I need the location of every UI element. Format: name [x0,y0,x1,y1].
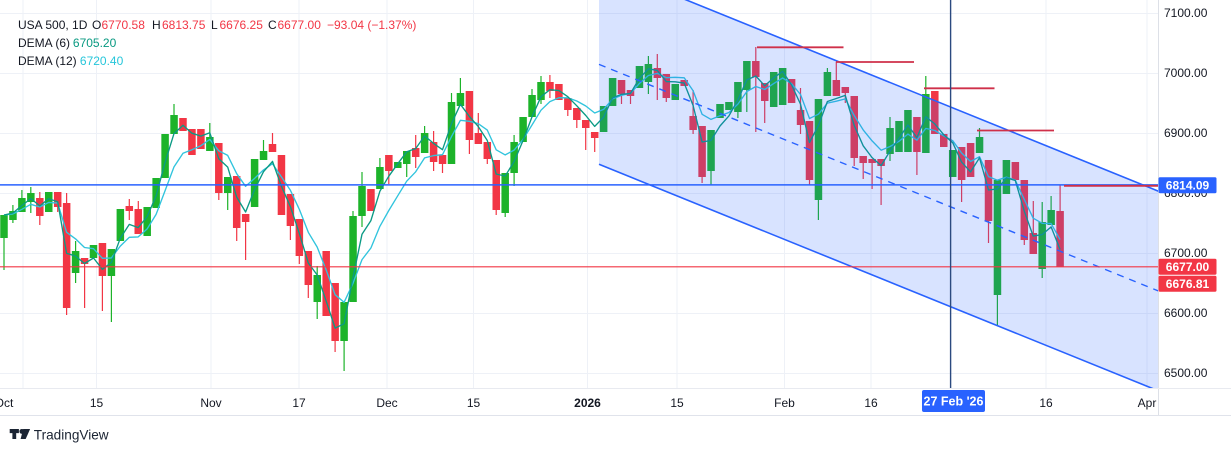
svg-text:6600.00: 6600.00 [1164,306,1208,320]
svg-text:DEMA (12): DEMA (12) [18,54,77,68]
svg-text:DEMA (6): DEMA (6) [18,36,70,50]
svg-text:15: 15 [90,396,104,410]
svg-text:15: 15 [670,396,684,410]
svg-text:USA 500, 1D: USA 500, 1D [18,18,88,32]
svg-text:6900.00: 6900.00 [1164,126,1208,140]
svg-text:6676.25: 6676.25 [220,18,264,32]
svg-text:6700.00: 6700.00 [1164,246,1208,260]
svg-text:17: 17 [292,396,306,410]
svg-text:Apr: Apr [1138,396,1157,410]
svg-text:16: 16 [1039,396,1053,410]
svg-text:Dec: Dec [376,396,397,410]
svg-text:6705.20: 6705.20 [73,36,117,50]
svg-text:7000.00: 7000.00 [1164,66,1208,80]
svg-text:6770.58: 6770.58 [102,18,146,32]
svg-text:6720.40: 6720.40 [80,54,124,68]
svg-text:L: L [211,18,218,32]
svg-text:15: 15 [467,396,481,410]
svg-text:Feb: Feb [774,396,795,410]
svg-text:TradingView: TradingView [34,428,109,443]
svg-text:−93.04 (−1.37%): −93.04 (−1.37%) [327,18,416,32]
svg-text:O: O [92,18,101,32]
svg-text:6813.75: 6813.75 [162,18,206,32]
svg-text:16: 16 [864,396,878,410]
svg-text:6814.09: 6814.09 [1166,179,1210,193]
svg-text:6677.00: 6677.00 [278,18,322,32]
svg-text:6500.00: 6500.00 [1164,366,1208,380]
svg-text:7100.00: 7100.00 [1164,6,1208,20]
svg-text:H: H [152,18,161,32]
svg-text:6676.81: 6676.81 [1166,277,1210,291]
svg-text:2026: 2026 [574,396,601,410]
svg-text:C: C [268,18,277,32]
svg-text:6677.00: 6677.00 [1166,260,1210,274]
svg-text:Nov: Nov [200,396,221,410]
svg-text:27 Feb '26: 27 Feb '26 [924,395,984,409]
svg-text:Oct: Oct [0,396,14,410]
